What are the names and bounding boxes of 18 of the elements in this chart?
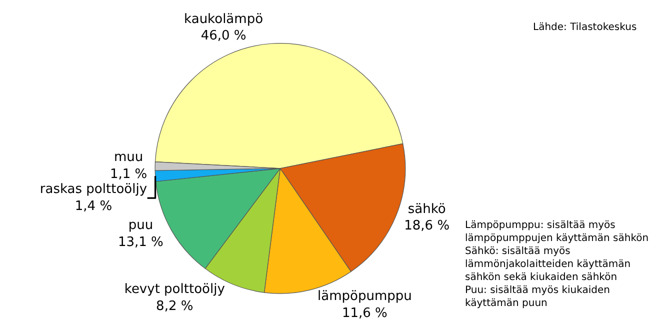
data-label: 46,0 % <box>200 28 246 44</box>
slice-label: puu <box>128 218 154 234</box>
slice-label: sähkö <box>408 202 446 217</box>
slice-label: raskas polttoöljy <box>40 182 148 198</box>
data-label: 11,6 % <box>342 306 388 322</box>
slice-label: kevyt polttoöljy <box>124 282 226 298</box>
text: Sähkö: sisältää myös lämmönjakolaitteiden käyttämän sähkön sekä kiukaiden sähkön <box>465 246 631 283</box>
slice-label: kaukolämpö <box>184 12 264 27</box>
text: Puu: sisältää myös kiukaiden käyttämän puun <box>465 285 610 309</box>
data-label: 13,1 % <box>118 235 164 250</box>
data-label: 8,2 % <box>156 299 194 314</box>
text: Lähde: Tilastokeskus <box>533 22 637 33</box>
slice-label: muu <box>114 150 144 166</box>
text: Lämpöpumppu: sisältää myös lämpöpumppujen käyttämän sähkön <box>465 220 649 244</box>
slice-label: lämpöpumppu <box>318 289 412 304</box>
data-label: 1,4 % <box>74 199 112 214</box>
data-label: 1,1 % <box>110 167 148 182</box>
data-label: 18,6 % <box>404 218 450 234</box>
